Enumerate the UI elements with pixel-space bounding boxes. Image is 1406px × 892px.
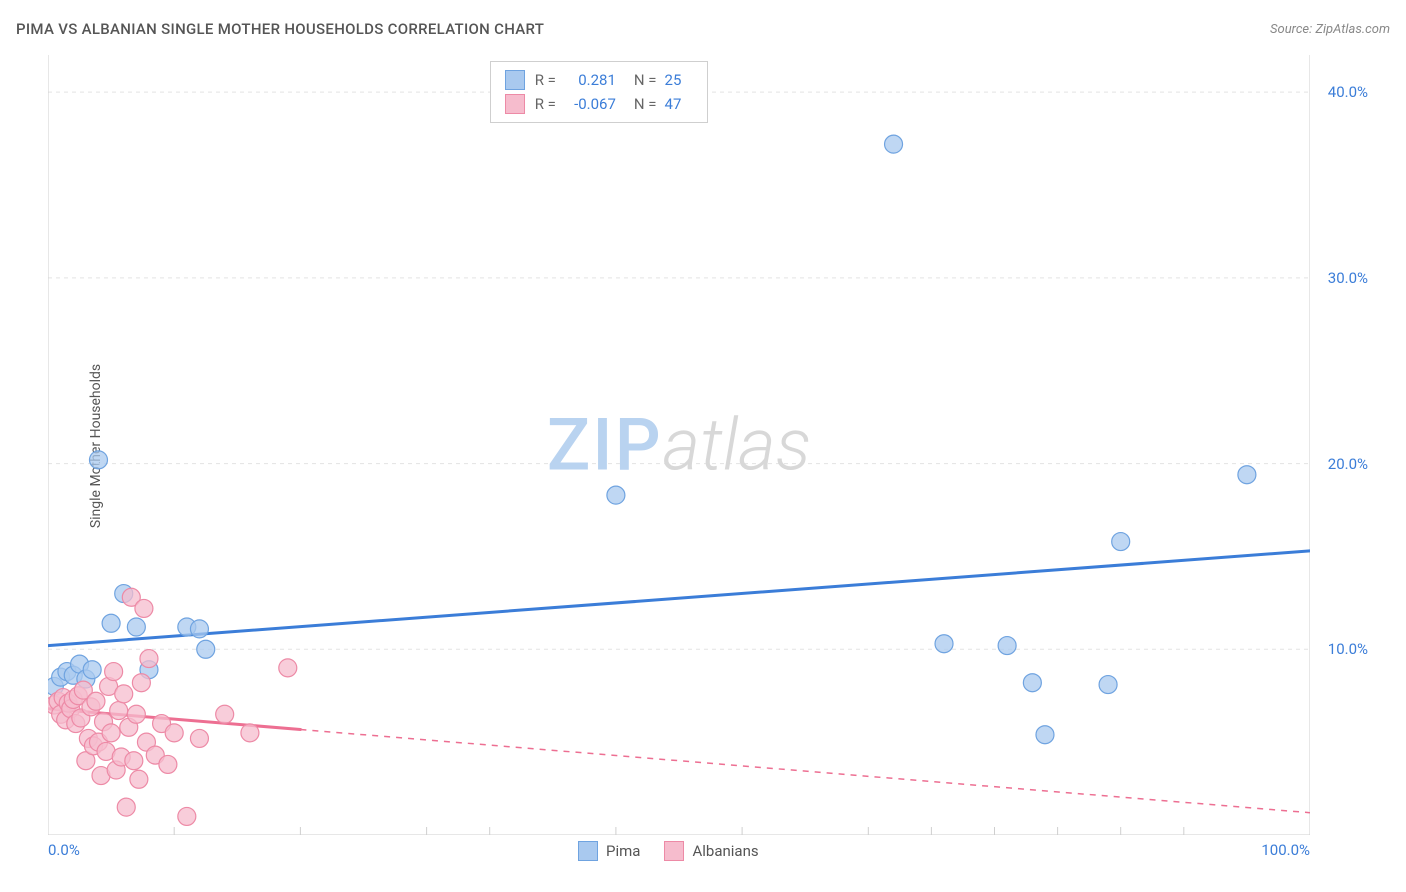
chart-area: ZIPatlas R =0.281N =25R =-0.067N =47 Pim… — [48, 55, 1310, 835]
chart-source: Source: ZipAtlas.com — [1270, 22, 1390, 37]
chart-title: PIMA VS ALBANIAN SINGLE MOTHER HOUSEHOLD… — [16, 20, 544, 38]
y-tick-label: 10.0% — [1328, 640, 1368, 658]
legend-swatch — [505, 70, 525, 90]
legend-r-label: R = — [535, 92, 556, 116]
series-name: Albanians — [692, 842, 758, 860]
x-tick-label: 100.0% — [1261, 841, 1310, 859]
legend-n-label: N = — [634, 68, 657, 92]
y-tick-label: 20.0% — [1328, 455, 1368, 473]
series-legend-item: Pima — [578, 841, 640, 861]
scatter-chart-svg — [48, 55, 1310, 835]
series-name: Pima — [606, 842, 640, 860]
legend-r-value: -0.067 — [564, 92, 616, 116]
source-name: ZipAtlas.com — [1315, 22, 1390, 37]
legend-swatch — [664, 841, 684, 861]
x-tick-label: 0.0% — [48, 841, 80, 859]
series-legend: Pima Albanians — [578, 841, 759, 861]
y-tick-label: 30.0% — [1328, 269, 1368, 287]
legend-r-value: 0.281 — [564, 68, 616, 92]
legend-n-label: N = — [634, 92, 657, 116]
legend-swatch — [578, 841, 598, 861]
legend-r-label: R = — [535, 68, 556, 92]
chart-header: PIMA VS ALBANIAN SINGLE MOTHER HOUSEHOLD… — [16, 20, 1390, 38]
legend-row: R = -0.067 N = 47 — [505, 92, 693, 116]
source-label: Source: — [1270, 22, 1312, 37]
legend-swatch — [505, 94, 525, 114]
correlation-legend-box: R = 0.281 N = 25 R = -0.067 N = 47 — [490, 61, 708, 123]
series-legend-item: Albanians — [664, 841, 758, 861]
y-tick-label: 40.0% — [1328, 83, 1368, 101]
legend-n-value: 47 — [665, 92, 693, 116]
legend-row: R = 0.281 N = 25 — [505, 68, 693, 92]
legend-n-value: 25 — [665, 68, 693, 92]
